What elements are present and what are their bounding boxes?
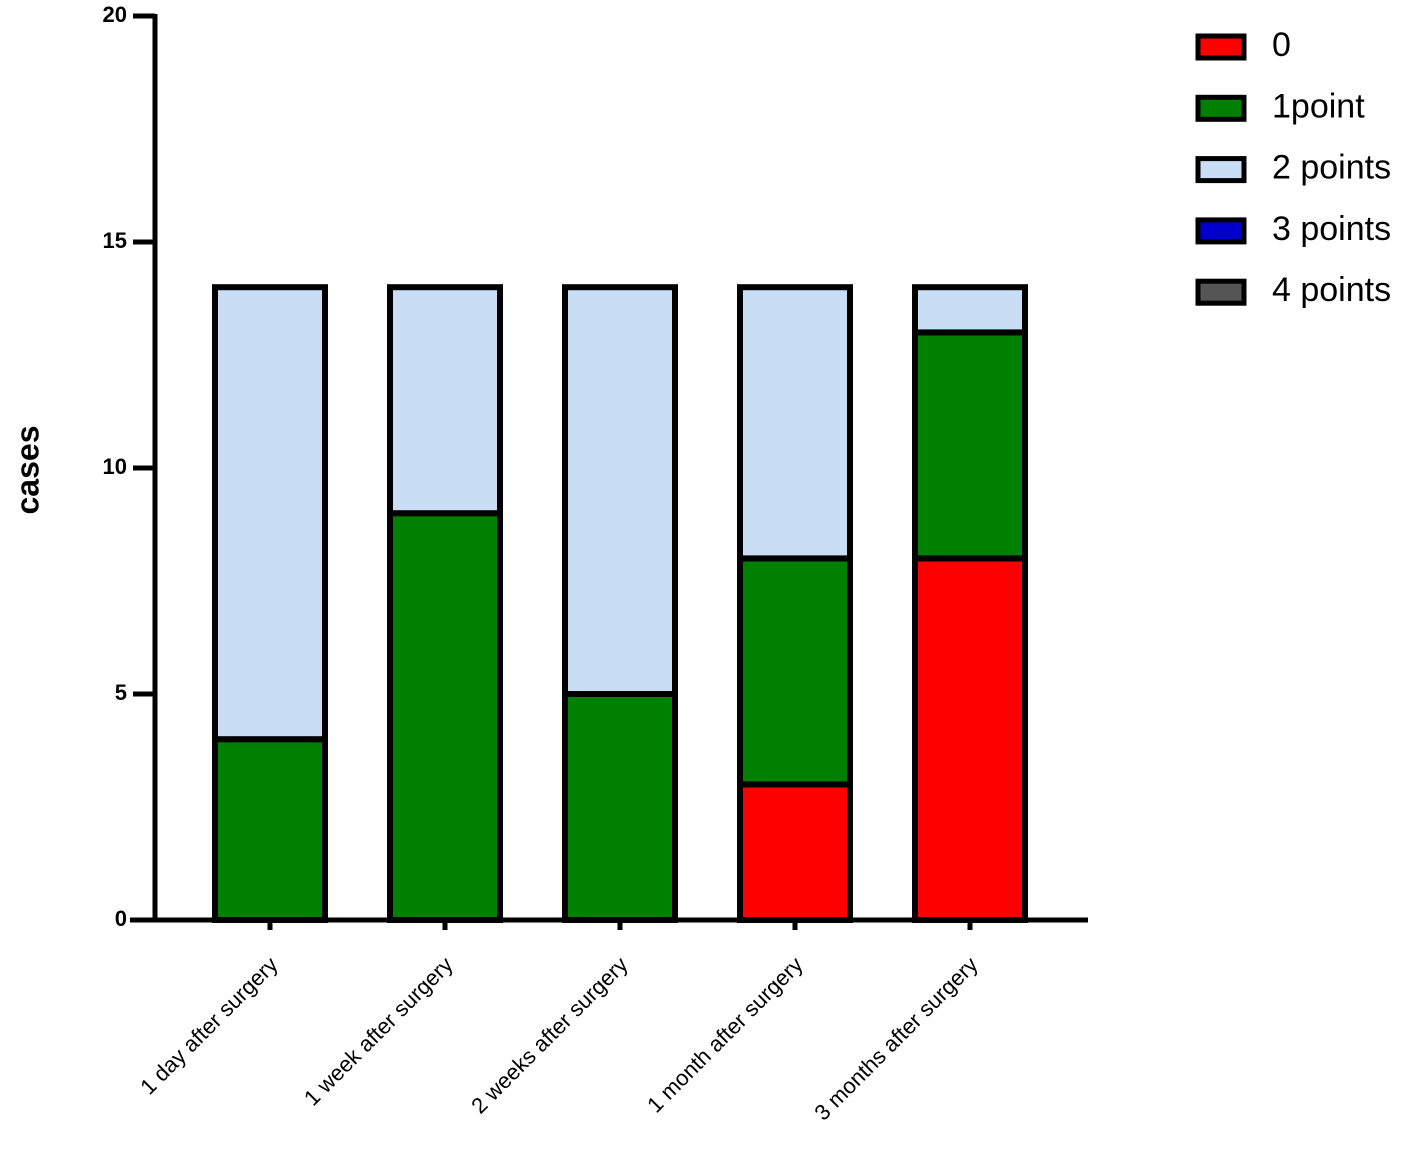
bar-segment: [912, 329, 1028, 562]
y-tick-label: 15: [103, 228, 127, 253]
bar-segment: [912, 555, 1028, 924]
legend-swatch: [1195, 278, 1247, 306]
bar-segment: [562, 691, 678, 923]
legend-swatch: [1195, 217, 1247, 245]
bar-segment: [212, 284, 328, 743]
y-tick-label: 5: [115, 680, 127, 705]
bar-segment: [737, 781, 853, 924]
legend-swatch: [1195, 94, 1247, 122]
legend-label: 4 points: [1272, 271, 1391, 309]
bar-segment: [737, 284, 853, 562]
y-tick-label: 10: [103, 454, 127, 479]
y-axis-label: cases: [9, 426, 45, 515]
y-tick-label: 20: [103, 2, 127, 27]
legend-label: 1point: [1272, 87, 1365, 125]
bar-segment: [737, 555, 853, 788]
legend-label: 3 points: [1272, 210, 1391, 248]
x-tick-label: 2 weeks after surgery: [466, 952, 632, 1118]
bar-segment: [387, 284, 503, 517]
y-tick-label: 0: [115, 906, 127, 931]
legend-label: 0: [1272, 26, 1291, 64]
x-tick-label: 1 month after surgery: [642, 952, 808, 1118]
bar-segment: [212, 736, 328, 924]
bar-segment: [387, 510, 503, 923]
x-tick-label: 3 months after surgery: [809, 952, 982, 1125]
legend-swatch: [1195, 156, 1247, 184]
x-tick-label: 1 day after surgery: [135, 952, 282, 1099]
bar-segment: [562, 284, 678, 697]
legend-label: 2 points: [1272, 149, 1391, 187]
x-tick-label: 1 week after surgery: [299, 952, 458, 1111]
bar-segment: [912, 284, 1028, 336]
legend-swatch: [1195, 33, 1247, 61]
